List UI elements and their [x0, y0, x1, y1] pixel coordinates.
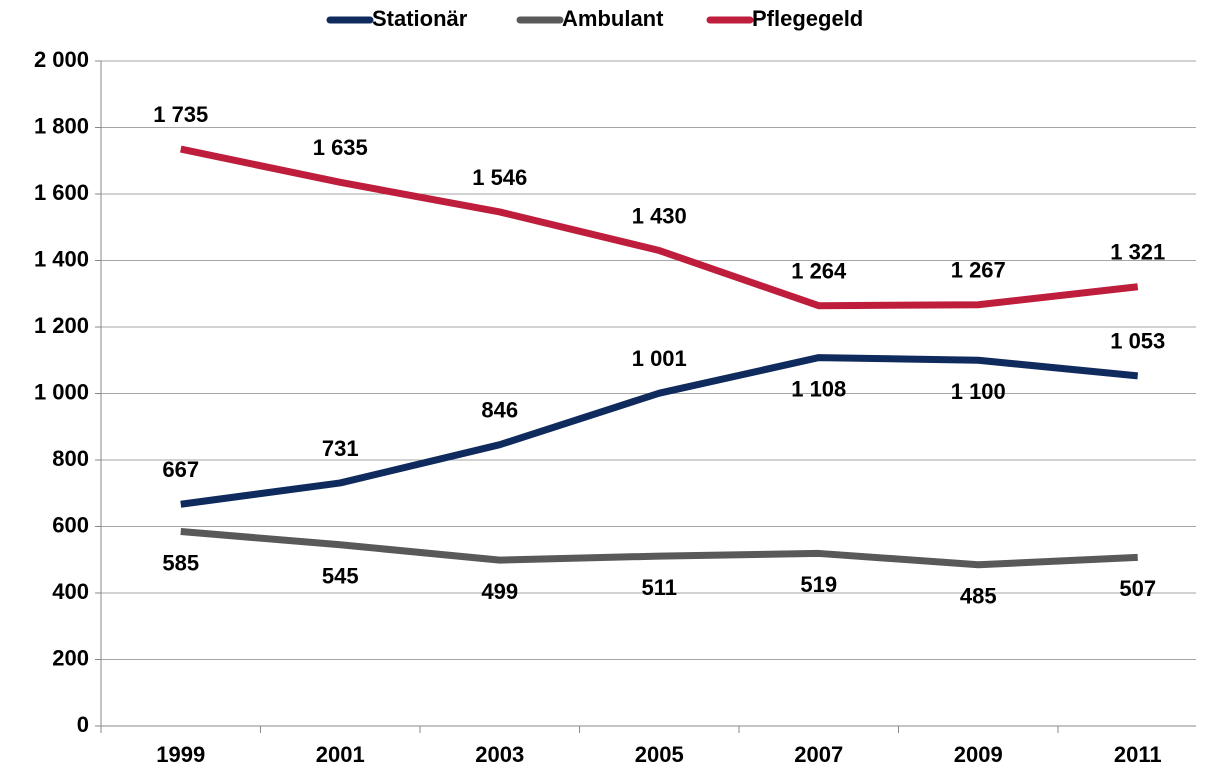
x-tick-label: 2007	[794, 742, 843, 767]
y-tick-label: 600	[52, 512, 89, 537]
data-label: 1 546	[472, 165, 527, 190]
data-label: 1 735	[153, 102, 208, 127]
data-label: 667	[162, 457, 199, 482]
data-label: 519	[800, 572, 837, 597]
data-label: 1 053	[1110, 329, 1165, 354]
y-tick-label: 200	[52, 645, 89, 670]
data-label: 1 001	[632, 346, 687, 371]
data-label: 545	[322, 564, 359, 589]
y-tick-label: 1 400	[34, 246, 89, 271]
data-label: 499	[481, 579, 518, 604]
x-tick-label: 2005	[635, 742, 684, 767]
data-label: 1 635	[313, 135, 368, 160]
y-tick-label: 2 000	[34, 47, 89, 72]
x-tick-label: 2003	[475, 742, 524, 767]
y-tick-label: 0	[77, 712, 89, 737]
y-tick-label: 1 000	[34, 379, 89, 404]
x-tick-label: 2001	[316, 742, 365, 767]
data-label: 731	[322, 436, 359, 461]
y-tick-label: 800	[52, 446, 89, 471]
series-line	[180, 527, 1138, 569]
series-line	[180, 145, 1139, 310]
x-tick-label: 2011	[1114, 742, 1162, 767]
data-label: 485	[960, 584, 997, 609]
data-label: 1 321	[1110, 240, 1165, 265]
y-tick-label: 1 800	[34, 113, 89, 138]
legend-label: Stationär	[372, 6, 468, 31]
series-line	[180, 354, 1139, 508]
data-label: 1 108	[791, 376, 846, 401]
data-label: 846	[481, 398, 518, 423]
data-label: 511	[642, 575, 678, 600]
data-label: 1 264	[791, 259, 847, 284]
y-tick-label: 400	[52, 579, 89, 604]
legend-label: Ambulant	[562, 6, 664, 31]
x-tick-label: 2009	[954, 742, 1003, 767]
y-tick-label: 1 200	[34, 313, 89, 338]
y-tick-label: 1 600	[34, 180, 89, 205]
data-label: 1 100	[951, 379, 1006, 404]
x-tick-label: 1999	[156, 742, 205, 767]
data-label: 1 430	[632, 203, 687, 228]
data-label: 1 267	[951, 258, 1006, 283]
data-label: 585	[162, 550, 199, 575]
data-label: 507	[1119, 576, 1156, 601]
legend-label: Pflegegeld	[752, 6, 863, 31]
